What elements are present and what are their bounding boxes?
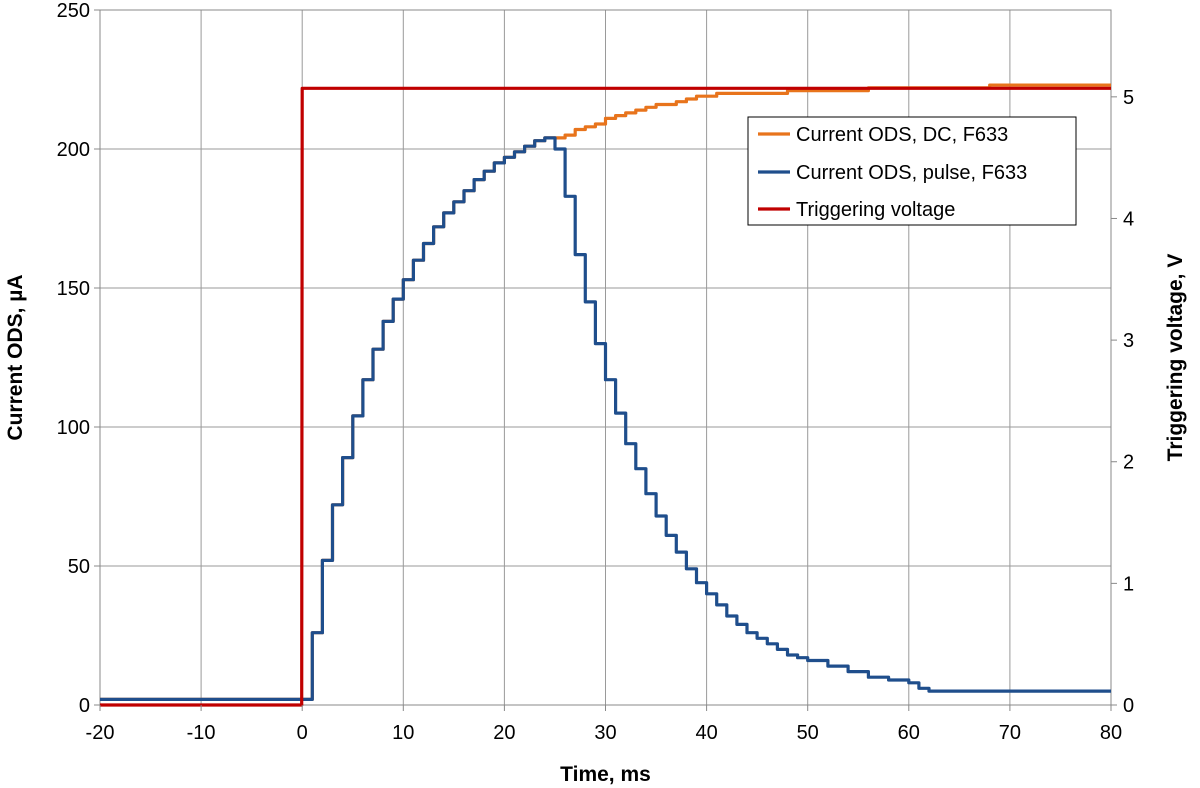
y2-axis-title: Triggering voltage, V [1164,254,1187,462]
x-tick-label: -10 [187,722,216,744]
x-tick-label: 20 [493,722,515,744]
x-tick-label: 40 [695,722,717,744]
y2-axis-ticks: 0 1 2 3 4 5 [1111,87,1134,717]
y-tick-label: 200 [57,139,90,161]
x-tick-label: 50 [797,722,819,744]
x-tick-label: 60 [898,722,920,744]
legend-label-pulse: Current ODS, pulse, F633 [796,162,1027,184]
y-axis-title: Current ODS, µA [4,274,27,440]
y2-tick-label: 1 [1123,573,1134,595]
legend: Current ODS, DC, F633 Current ODS, pulse… [747,116,1077,226]
x-tick-label: 30 [594,722,616,744]
y2-tick-label: 3 [1123,330,1134,352]
x-tick-label: 10 [392,722,414,744]
legend-label-voltage: Triggering voltage [796,199,955,221]
y2-tick-label: 0 [1123,695,1134,717]
y-axis-ticks: 0 50 100 150 200 250 [57,0,100,717]
legend-box [747,116,1077,226]
x-tick-label: 0 [297,722,308,744]
y2-tick-label: 2 [1123,452,1134,474]
y-tick-label: 250 [57,0,90,22]
y-tick-label: 100 [57,417,90,439]
x-tick-label: 80 [1100,722,1122,744]
y-tick-label: 50 [68,556,90,578]
x-axis-ticks: -20 -10 0 10 20 30 40 50 60 70 80 [86,705,1122,744]
legend-label-dc: Current ODS, DC, F633 [796,124,1008,146]
y2-tick-label: 4 [1123,208,1134,230]
y-tick-label: 150 [57,278,90,300]
series-line-pulse [100,136,1111,701]
y-tick-label: 0 [79,695,90,717]
x-axis-title: Time, ms [560,763,651,786]
y2-tick-label: 5 [1123,87,1134,109]
x-tick-label: 70 [999,722,1021,744]
x-tick-label: -20 [86,722,115,744]
